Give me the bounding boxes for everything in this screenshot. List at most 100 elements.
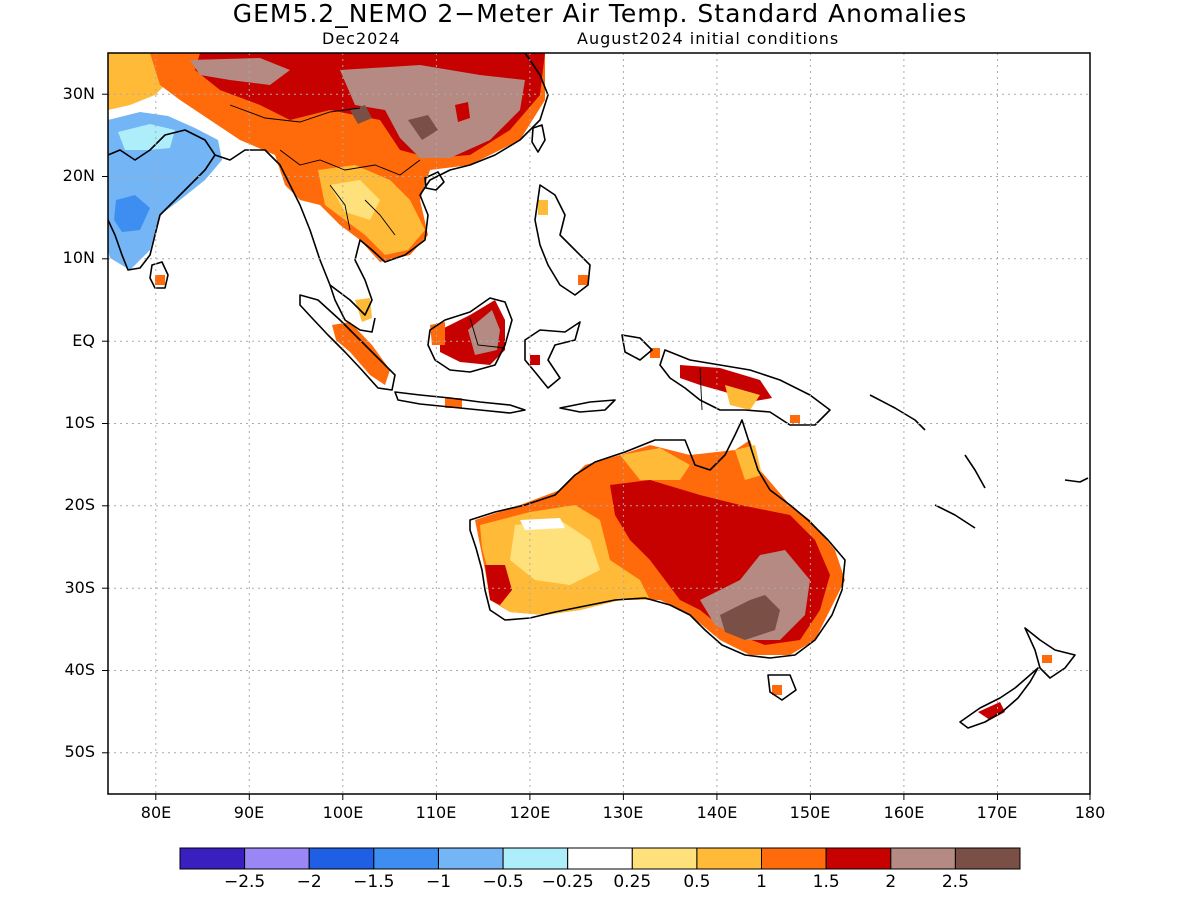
- tasmania-warm: [772, 685, 782, 695]
- australia-west-white: [520, 518, 565, 530]
- colorbar: [179, 847, 1021, 870]
- philippines-coast: [534, 184, 591, 296]
- borneo-coast: [427, 297, 513, 373]
- sulawesi-coast: [524, 321, 581, 389]
- lat-label: EQ: [72, 331, 95, 350]
- australia-cape-moderate: [735, 445, 762, 480]
- solomon-islands: [869, 394, 926, 431]
- china-inner-red: [455, 102, 470, 122]
- colorbar-label: 0.5: [683, 872, 711, 892]
- colorbar-box-1: [179, 847, 246, 870]
- colorbar-box-10: [761, 847, 827, 870]
- colorbar-box-4: [373, 847, 439, 870]
- colorbar-label: 2: [885, 872, 897, 892]
- lat-label: 40S: [64, 660, 95, 679]
- colorbar-label: −0.25: [541, 872, 594, 892]
- colorbar-box-8: [631, 847, 698, 870]
- nz-north-warm: [1042, 655, 1052, 663]
- lon-label: 90E: [233, 803, 265, 822]
- colorbar-label: −2.5: [223, 872, 266, 892]
- anomaly-field: [108, 53, 1052, 720]
- indochina-weak: [330, 180, 380, 220]
- timor-coast: [559, 399, 616, 413]
- java-warm: [445, 398, 462, 408]
- malaysia-warm: [355, 298, 372, 322]
- fiji: [1064, 477, 1089, 483]
- lon-label: 110E: [415, 803, 457, 822]
- lon-label: 180: [1074, 803, 1106, 822]
- colorbar-box-2: [244, 847, 310, 870]
- new-caledonia: [934, 504, 976, 529]
- colorbar-label: −0.5: [482, 872, 524, 892]
- java-coast: [394, 391, 526, 414]
- colorbar-box-5: [438, 847, 504, 870]
- lat-label: 30S: [64, 578, 95, 597]
- png-east-warm: [790, 415, 800, 423]
- india-cool-anomaly: [108, 112, 222, 270]
- map-title: GEM5.2_NEMO 2−Meter Air Temp. Standard A…: [232, 0, 968, 28]
- australia-north-moderate: [620, 448, 690, 480]
- init-conditions: August2024 initial conditions: [577, 29, 840, 48]
- taiwan-coast: [531, 124, 546, 153]
- colorbar-box-7: [567, 847, 633, 870]
- lon-label: 120E: [509, 803, 551, 822]
- colorbar-label: 0.25: [613, 872, 652, 892]
- land-borders: [229, 104, 703, 411]
- nz-south-island: [959, 667, 1039, 729]
- colorbar-label: 2.5: [941, 872, 969, 892]
- lat-label: 10N: [62, 248, 95, 267]
- sulawesi-warm: [530, 355, 540, 365]
- axis-ticks: [102, 93, 1091, 800]
- china-very-strong: [340, 65, 525, 158]
- australia-west-weak: [510, 520, 600, 585]
- lat-label: 10S: [64, 413, 95, 432]
- sumatra-coast: [299, 294, 396, 391]
- colorbar-box-3: [308, 847, 375, 870]
- lon-label: 80E: [140, 803, 172, 822]
- lon-label: 140E: [696, 803, 738, 822]
- lon-label: 160E: [883, 803, 925, 822]
- gridlines: [108, 53, 1090, 794]
- malay-peninsula: [329, 284, 376, 333]
- lat-label: 20N: [62, 166, 95, 185]
- asia-mainland-coast: [214, 53, 549, 316]
- mindanao-warm: [578, 275, 588, 285]
- colorbar-label: −1.5: [353, 872, 395, 892]
- halmahera-coast: [621, 334, 653, 361]
- colorbar-box-11: [825, 847, 892, 870]
- china-extreme: [408, 115, 438, 140]
- coastlines: [108, 53, 1089, 729]
- india-strong-cool: [114, 195, 150, 232]
- borneo-very-strong: [468, 310, 500, 355]
- vanuatu: [964, 454, 986, 489]
- lat-label: 30N: [62, 84, 95, 103]
- tasmania-coast: [767, 674, 797, 701]
- lat-label: 50S: [64, 742, 95, 761]
- colorbar-box-9: [696, 847, 763, 870]
- colorbar-label: 1: [756, 872, 767, 892]
- lon-label: 170E: [976, 803, 1018, 822]
- lon-label: 150E: [789, 803, 831, 822]
- lat-label: 20S: [64, 495, 95, 514]
- colorbar-box-12: [890, 847, 956, 870]
- australia-sw-red: [485, 565, 512, 605]
- australia-se-extreme: [720, 595, 780, 640]
- new-guinea-orange: [725, 385, 760, 410]
- sri-lanka-coast: [149, 261, 169, 289]
- lon-label: 100E: [322, 803, 364, 822]
- colorbar-label: 1.5: [812, 872, 840, 892]
- colorbar-box-13: [954, 847, 1021, 870]
- tibet-very-strong: [190, 58, 290, 85]
- philippines-warm: [538, 200, 548, 215]
- valid-month: Dec2024: [322, 29, 401, 48]
- nz-north-island: [1024, 627, 1076, 679]
- sumatra-warm: [332, 322, 390, 385]
- sri-lanka-warm: [155, 275, 165, 285]
- lon-label: 130E: [602, 803, 644, 822]
- china-extreme-2: [350, 105, 372, 124]
- new-guinea-coast: [659, 349, 831, 426]
- colorbar-box-6: [502, 847, 569, 870]
- colorbar-label: −2: [296, 872, 322, 892]
- india-coast: [108, 129, 216, 271]
